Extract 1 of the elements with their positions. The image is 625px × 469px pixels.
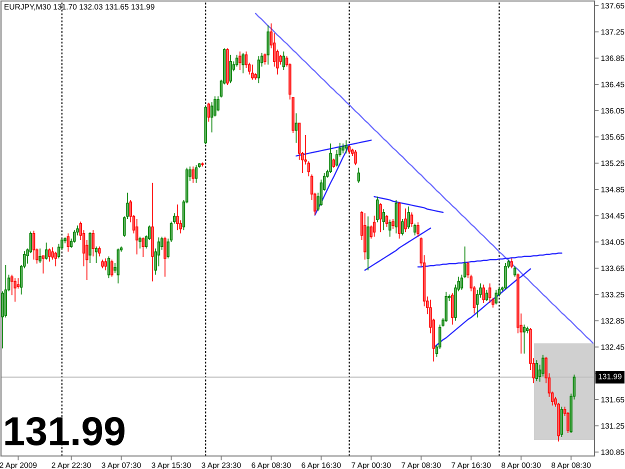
annotation: 131.99 [5, 416, 124, 446]
